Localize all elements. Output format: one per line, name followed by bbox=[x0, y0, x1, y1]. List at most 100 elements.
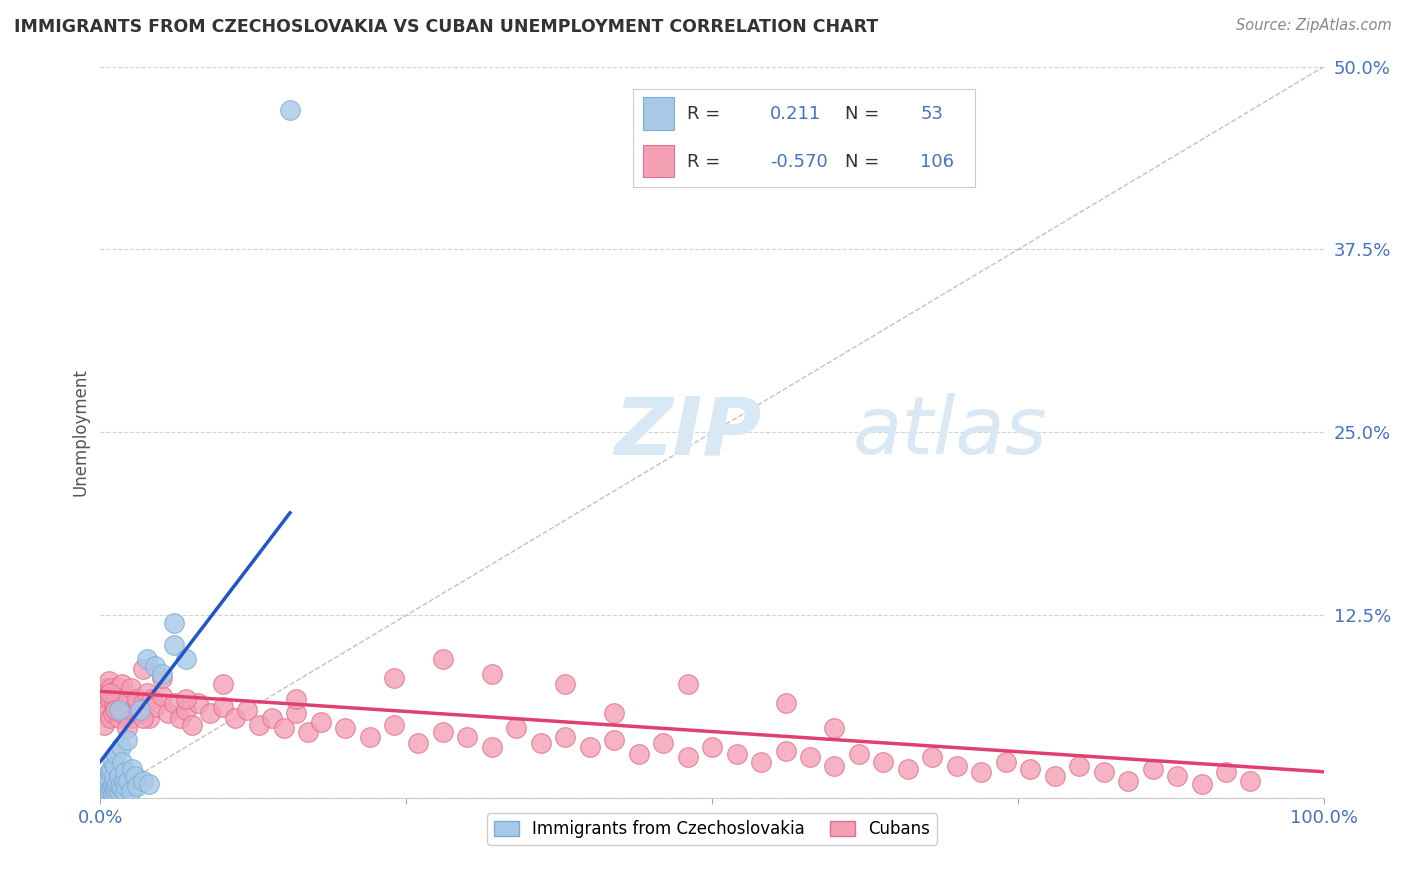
Point bbox=[138, 711, 160, 725]
Point bbox=[103, 769, 125, 783]
Point bbox=[104, 759, 127, 773]
Point bbox=[128, 706, 150, 721]
Point bbox=[150, 671, 173, 685]
Point bbox=[135, 686, 157, 700]
Point bbox=[145, 700, 167, 714]
Point bbox=[108, 700, 131, 714]
Point bbox=[163, 638, 186, 652]
Point bbox=[333, 721, 356, 735]
Point bbox=[408, 735, 430, 749]
Point bbox=[100, 681, 122, 696]
Point bbox=[98, 711, 121, 725]
Point bbox=[530, 735, 553, 749]
Point bbox=[309, 714, 332, 729]
Point bbox=[169, 711, 191, 725]
Point bbox=[1043, 769, 1066, 783]
Point bbox=[578, 739, 600, 754]
Point bbox=[120, 711, 142, 725]
Point bbox=[117, 721, 139, 735]
Point bbox=[121, 762, 143, 776]
Point bbox=[120, 681, 142, 696]
Point bbox=[554, 677, 576, 691]
Point bbox=[848, 747, 870, 762]
Point bbox=[1215, 764, 1237, 779]
Point bbox=[112, 773, 135, 788]
Point bbox=[125, 691, 148, 706]
Point bbox=[97, 785, 120, 799]
Point bbox=[141, 691, 163, 706]
Point bbox=[117, 773, 139, 788]
Point bbox=[108, 780, 131, 794]
Point bbox=[105, 747, 128, 762]
Point bbox=[111, 706, 134, 721]
Point bbox=[627, 747, 650, 762]
Point bbox=[125, 780, 148, 794]
Point bbox=[97, 706, 120, 721]
Point bbox=[1142, 762, 1164, 776]
Point bbox=[104, 686, 127, 700]
Point bbox=[132, 662, 155, 676]
Point bbox=[110, 739, 132, 754]
Point bbox=[96, 686, 118, 700]
Point bbox=[132, 711, 155, 725]
Point bbox=[163, 696, 186, 710]
Point bbox=[359, 730, 381, 744]
Text: ZIP: ZIP bbox=[614, 393, 762, 471]
Point bbox=[100, 762, 122, 776]
Point bbox=[150, 666, 173, 681]
Point bbox=[260, 711, 283, 725]
Point bbox=[775, 696, 797, 710]
Point bbox=[103, 782, 125, 797]
Point bbox=[117, 689, 139, 703]
Point bbox=[481, 739, 503, 754]
Point bbox=[94, 681, 117, 696]
Point bbox=[107, 776, 129, 790]
Point bbox=[200, 706, 222, 721]
Point bbox=[101, 706, 124, 721]
Point bbox=[114, 696, 136, 710]
Point bbox=[278, 103, 301, 118]
Point bbox=[96, 703, 118, 717]
Point bbox=[249, 718, 271, 732]
Point bbox=[96, 773, 118, 788]
Point bbox=[135, 652, 157, 666]
Point bbox=[100, 780, 122, 795]
Point bbox=[93, 718, 115, 732]
Point bbox=[105, 703, 128, 717]
Point bbox=[107, 769, 129, 783]
Point bbox=[921, 750, 943, 764]
Point bbox=[111, 755, 134, 769]
Point bbox=[156, 706, 179, 721]
Point bbox=[114, 706, 136, 721]
Point bbox=[93, 780, 115, 794]
Text: atlas: atlas bbox=[853, 393, 1047, 471]
Point bbox=[96, 782, 118, 797]
Point bbox=[297, 725, 319, 739]
Point bbox=[1116, 773, 1139, 788]
Point bbox=[285, 706, 308, 721]
Point bbox=[676, 677, 699, 691]
Point bbox=[824, 759, 846, 773]
Point bbox=[970, 764, 993, 779]
Point bbox=[115, 780, 138, 794]
Point bbox=[94, 776, 117, 790]
Point bbox=[150, 689, 173, 703]
Point bbox=[107, 784, 129, 798]
Point bbox=[94, 787, 117, 801]
Point bbox=[132, 696, 155, 710]
Point bbox=[174, 703, 197, 717]
Point bbox=[124, 769, 146, 783]
Point bbox=[676, 750, 699, 764]
Point bbox=[824, 721, 846, 735]
Point bbox=[382, 718, 405, 732]
Point bbox=[456, 730, 478, 744]
Point bbox=[98, 686, 121, 700]
Point bbox=[107, 691, 129, 706]
Point bbox=[1069, 759, 1091, 773]
Point bbox=[98, 764, 121, 779]
Point bbox=[224, 711, 246, 725]
Point bbox=[138, 776, 160, 790]
Point bbox=[174, 652, 197, 666]
Y-axis label: Unemployment: Unemployment bbox=[72, 368, 89, 496]
Point bbox=[91, 784, 114, 798]
